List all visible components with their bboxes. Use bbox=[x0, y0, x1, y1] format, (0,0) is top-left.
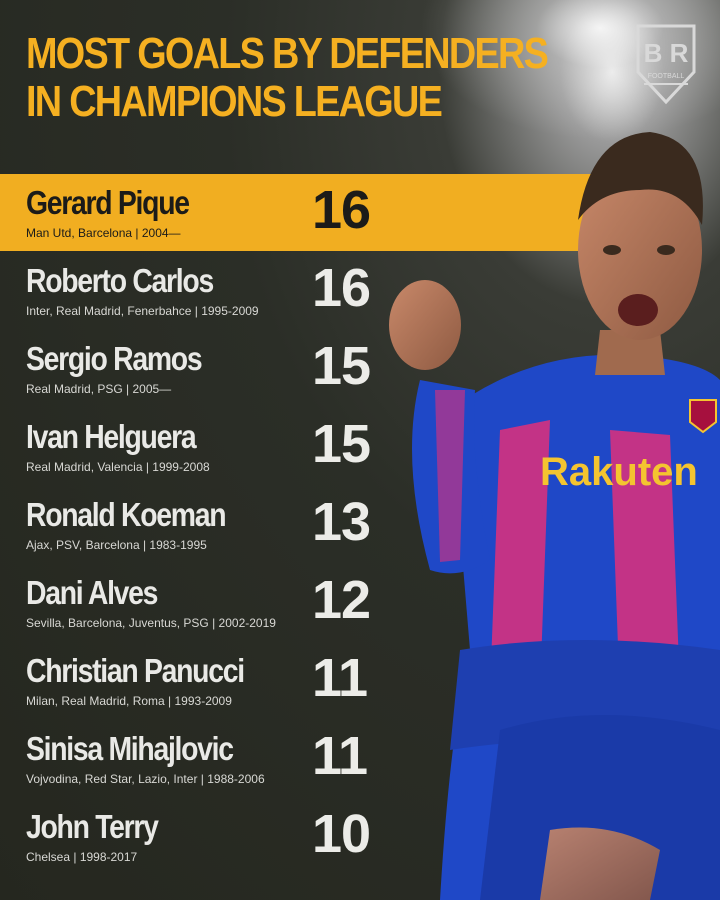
sponsor-text: Rakuten bbox=[540, 450, 698, 494]
player-clubs: Real Madrid, PSG | 2005— bbox=[26, 382, 172, 396]
player-name: John Terry bbox=[26, 808, 159, 845]
ranking-row: Dani Alves Sevilla, Barcelona, Juventus,… bbox=[0, 564, 400, 642]
club-crest-icon bbox=[689, 399, 717, 434]
title-line-2: IN CHAMPIONS LEAGUE bbox=[26, 77, 443, 126]
player-name: Ivan Helguera bbox=[26, 418, 197, 455]
logo-letters: B R bbox=[644, 38, 689, 68]
player-name: Christian Panucci bbox=[26, 652, 245, 689]
ranking-row: John Terry Chelsea | 1998-2017 10 bbox=[0, 798, 400, 876]
goals-count: 16 bbox=[312, 180, 371, 240]
logo-subtext: FOOTBALL bbox=[648, 73, 685, 80]
goals-count: 16 bbox=[312, 258, 371, 318]
ranking-row: Ivan Helguera Real Madrid, Valencia | 19… bbox=[0, 408, 400, 486]
ranking-row: Christian Panucci Milan, Real Madrid, Ro… bbox=[0, 642, 400, 720]
goals-count: 11 bbox=[312, 648, 368, 708]
player-name: Roberto Carlos bbox=[26, 262, 214, 299]
ranking-row: Gerard Pique Man Utd, Barcelona | 2004— … bbox=[0, 174, 400, 252]
player-clubs: Vojvodina, Red Star, Lazio, Inter | 1988… bbox=[26, 772, 265, 786]
player-celebration-image: Rakuten bbox=[389, 132, 720, 900]
player-name: Gerard Pique bbox=[26, 184, 190, 221]
player-clubs: Man Utd, Barcelona | 2004— bbox=[26, 226, 181, 240]
ranking-row: Sergio Ramos Real Madrid, PSG | 2005— 15 bbox=[0, 330, 400, 408]
br-football-logo: B R FOOTBALL bbox=[636, 24, 696, 105]
top-rank-highlight bbox=[0, 174, 610, 251]
player-name: Ronald Koeman bbox=[26, 496, 227, 533]
stadium-light-glow bbox=[420, 0, 720, 140]
title-line-1: MOST GOALS BY DEFENDERS bbox=[26, 29, 549, 78]
player-name: Sergio Ramos bbox=[26, 340, 203, 377]
player-name: Dani Alves bbox=[26, 574, 158, 611]
ranking-row: Roberto Carlos Inter, Real Madrid, Fener… bbox=[0, 252, 400, 330]
goals-count: 13 bbox=[312, 492, 371, 552]
goals-count: 15 bbox=[312, 414, 371, 474]
player-clubs: Real Madrid, Valencia | 1999-2008 bbox=[26, 460, 210, 474]
goals-count: 11 bbox=[312, 726, 368, 786]
page-title: MOST GOALS BY DEFENDERS IN CHAMPIONS LEA… bbox=[26, 29, 549, 126]
goals-count: 10 bbox=[312, 804, 371, 864]
ranking-row: Ronald Koeman Ajax, PSV, Barcelona | 198… bbox=[0, 486, 400, 564]
player-clubs: Ajax, PSV, Barcelona | 1983-1995 bbox=[26, 538, 207, 552]
player-clubs: Sevilla, Barcelona, Juventus, PSG | 2002… bbox=[26, 616, 276, 630]
player-clubs: Milan, Real Madrid, Roma | 1993-2009 bbox=[26, 694, 232, 708]
goals-count: 15 bbox=[312, 336, 371, 396]
goals-count: 12 bbox=[312, 570, 371, 630]
player-clubs: Chelsea | 1998-2017 bbox=[26, 850, 138, 864]
player-clubs: Inter, Real Madrid, Fenerbahce | 1995-20… bbox=[26, 304, 259, 318]
player-name: Sinisa Mihajlovic bbox=[26, 730, 234, 767]
ranking-row: Sinisa Mihajlovic Vojvodina, Red Star, L… bbox=[0, 720, 400, 798]
